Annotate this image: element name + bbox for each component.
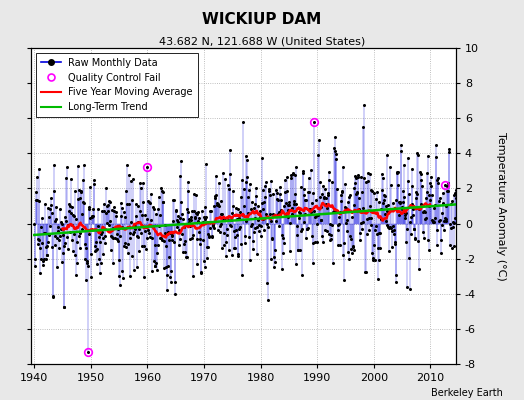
- Text: WICKIUP DAM: WICKIUP DAM: [202, 12, 322, 27]
- Text: Berkeley Earth: Berkeley Earth: [431, 388, 503, 398]
- Text: 43.682 N, 121.688 W (United States): 43.682 N, 121.688 W (United States): [159, 36, 365, 46]
- Legend: Raw Monthly Data, Quality Control Fail, Five Year Moving Average, Long-Term Tren: Raw Monthly Data, Quality Control Fail, …: [36, 53, 198, 117]
- Y-axis label: Temperature Anomaly (°C): Temperature Anomaly (°C): [496, 132, 506, 280]
